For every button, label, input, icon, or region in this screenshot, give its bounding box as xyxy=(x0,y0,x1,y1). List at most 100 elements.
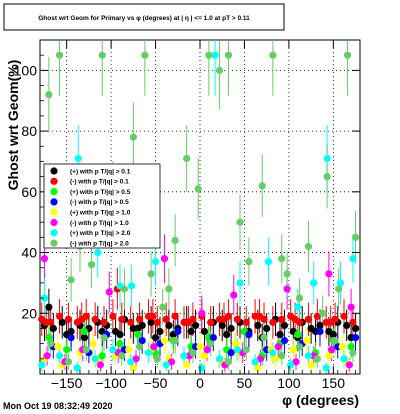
data-point-series-5 xyxy=(96,361,105,369)
data-point-series-7 xyxy=(147,270,155,278)
data-point-series-0 xyxy=(165,321,173,330)
data-point-series-5 xyxy=(105,288,113,296)
data-point-series-4 xyxy=(160,337,169,345)
legend-marker xyxy=(50,218,58,227)
data-point-series-4 xyxy=(307,361,315,369)
data-point-series-0 xyxy=(223,330,231,339)
data-point-series-7 xyxy=(351,233,360,241)
data-point-series-4 xyxy=(125,346,133,354)
x-tick-label: −100 xyxy=(95,375,127,391)
data-point-series-7 xyxy=(120,285,129,293)
data-point-series-0 xyxy=(316,321,324,330)
data-point-series-6 xyxy=(322,364,330,372)
data-point-series-0 xyxy=(254,321,262,330)
data-point-series-3 xyxy=(138,337,146,345)
data-point-series-2 xyxy=(134,330,142,339)
data-point-series-7 xyxy=(260,333,268,342)
data-point-series-5 xyxy=(203,346,211,354)
legend-marker xyxy=(50,198,58,206)
data-point-series-5 xyxy=(167,358,176,366)
data-point-series-7 xyxy=(87,261,96,269)
data-point-series-6 xyxy=(74,154,82,163)
data-point-series-7 xyxy=(171,337,179,345)
data-point-series-2 xyxy=(45,333,53,342)
data-point-series-6 xyxy=(340,355,348,363)
data-point-series-2 xyxy=(347,343,355,351)
data-point-series-7 xyxy=(283,270,291,278)
data-point-series-7 xyxy=(224,51,233,59)
data-point-series-7 xyxy=(304,242,313,251)
data-point-series-7 xyxy=(67,276,75,284)
legend-marker xyxy=(50,167,58,175)
data-point-series-6 xyxy=(310,279,318,287)
data-point-series-4 xyxy=(196,343,204,351)
data-point-series-1 xyxy=(162,315,170,323)
data-point-series-4 xyxy=(254,364,262,372)
data-point-series-1 xyxy=(255,312,264,320)
chart-title-box: Ghost wrt Geom for Primary vs φ (degrees… xyxy=(3,3,285,31)
timestamp: Mon Oct 19 08:32:49 2020 xyxy=(3,401,113,411)
y-tick-label: 80 xyxy=(21,123,37,139)
data-point-series-1 xyxy=(55,312,64,320)
data-point-series-1 xyxy=(220,315,228,323)
data-point-series-7 xyxy=(331,337,339,345)
data-point-series-0 xyxy=(151,333,160,342)
data-point-series-6 xyxy=(251,358,259,366)
y-axis-label: Ghost wrt Geom(%) xyxy=(5,60,21,191)
data-point-series-0 xyxy=(49,324,57,333)
legend-label: (-) with p T/|q| > 1.0 xyxy=(70,220,129,227)
data-point-series-6 xyxy=(211,51,219,59)
data-point-series-5 xyxy=(256,355,265,363)
y-tick-label: 100 xyxy=(14,62,38,78)
data-point-series-1 xyxy=(269,318,277,326)
data-point-series-7 xyxy=(245,258,253,266)
legend-label: (+) with p T/|q| > 0.1 xyxy=(70,168,131,175)
data-point-series-1 xyxy=(42,318,50,326)
data-point-series-1 xyxy=(313,312,321,320)
data-point-series-4 xyxy=(54,343,62,351)
legend-label: (+) with p T/|q| > 2.0 xyxy=(70,230,131,237)
data-point-series-4 xyxy=(338,343,346,351)
data-point-series-0 xyxy=(200,327,209,336)
legend-marker xyxy=(50,208,58,216)
data-point-series-2 xyxy=(63,346,71,354)
x-tick-label: −50 xyxy=(144,375,168,391)
data-point-series-7 xyxy=(258,182,266,190)
data-point-series-5 xyxy=(40,255,49,263)
legend-label: (-) with p T/|q| > 0.5 xyxy=(70,199,129,206)
data-point-series-1 xyxy=(64,315,73,323)
data-point-series-6 xyxy=(151,258,160,266)
data-point-series-4 xyxy=(289,346,297,354)
data-point-series-7 xyxy=(45,91,53,99)
y-tick-label: 40 xyxy=(21,245,37,261)
data-point-series-2 xyxy=(294,330,302,339)
data-point-series-7 xyxy=(141,51,149,59)
axis-ticks: −150 −100 −50 0 50 100 150 20 40 60 80 100 xyxy=(14,40,360,391)
data-point-series-5 xyxy=(274,343,282,351)
legend-marker xyxy=(50,188,58,196)
x-tick-label: 150 xyxy=(322,375,346,391)
data-point-series-7 xyxy=(165,285,173,293)
chart-title: Ghost wrt Geom for Primary vs φ (degrees… xyxy=(38,15,250,22)
data-point-series-6 xyxy=(109,346,117,354)
data-point-series-2 xyxy=(116,340,124,348)
data-point-series-7 xyxy=(269,51,277,59)
legend-label: (+) with p T/|q| > 1.0 xyxy=(70,210,131,217)
data-point-series-5 xyxy=(347,303,355,311)
data-point-series-7 xyxy=(295,343,304,351)
data-point-series-6 xyxy=(40,294,49,302)
data-point-series-0 xyxy=(147,318,155,326)
legend-marker xyxy=(50,177,58,185)
data-point-series-1 xyxy=(171,312,179,320)
data-point-series-5 xyxy=(150,343,158,351)
data-point-series-6 xyxy=(73,364,81,372)
data-point-series-7 xyxy=(118,352,126,360)
data-point-series-0 xyxy=(329,330,337,339)
data-point-series-1 xyxy=(109,312,117,320)
data-point-series-1 xyxy=(100,318,108,326)
data-point-series-7 xyxy=(349,349,357,357)
data-point-series-0 xyxy=(80,333,89,342)
data-point-series-5 xyxy=(327,346,336,354)
data-point-series-7 xyxy=(335,285,343,293)
data-point-series-0 xyxy=(134,324,142,333)
